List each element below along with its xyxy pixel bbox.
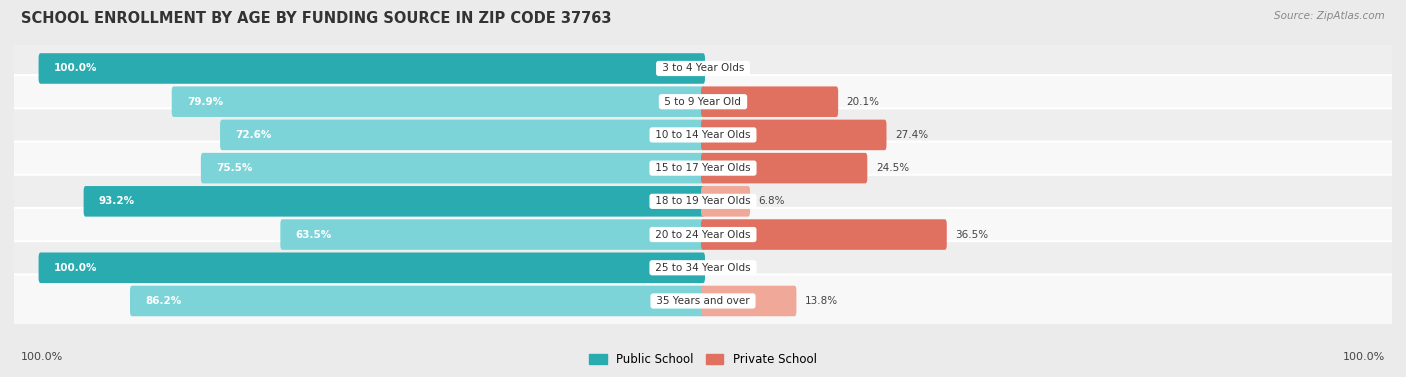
Text: 100.0%: 100.0% — [1343, 352, 1385, 362]
Text: 18 to 19 Year Olds: 18 to 19 Year Olds — [652, 196, 754, 206]
Text: 75.5%: 75.5% — [217, 163, 253, 173]
FancyBboxPatch shape — [10, 208, 1396, 261]
Text: 93.2%: 93.2% — [98, 196, 135, 206]
FancyBboxPatch shape — [702, 286, 796, 316]
FancyBboxPatch shape — [10, 108, 1396, 161]
Text: 100.0%: 100.0% — [53, 63, 97, 74]
Text: 35 Years and over: 35 Years and over — [652, 296, 754, 306]
FancyBboxPatch shape — [201, 153, 704, 183]
FancyBboxPatch shape — [38, 53, 704, 84]
FancyBboxPatch shape — [702, 153, 868, 183]
Legend: Public School, Private School: Public School, Private School — [585, 349, 821, 371]
Text: 10 to 14 Year Olds: 10 to 14 Year Olds — [652, 130, 754, 140]
Text: 79.9%: 79.9% — [187, 97, 224, 107]
Text: 24.5%: 24.5% — [876, 163, 910, 173]
FancyBboxPatch shape — [38, 253, 704, 283]
Text: 3 to 4 Year Olds: 3 to 4 Year Olds — [658, 63, 748, 74]
FancyBboxPatch shape — [10, 141, 1396, 195]
Text: 100.0%: 100.0% — [21, 352, 63, 362]
FancyBboxPatch shape — [702, 86, 838, 117]
Text: 20 to 24 Year Olds: 20 to 24 Year Olds — [652, 230, 754, 239]
Text: 27.4%: 27.4% — [896, 130, 928, 140]
FancyBboxPatch shape — [10, 274, 1396, 328]
FancyBboxPatch shape — [702, 219, 946, 250]
FancyBboxPatch shape — [172, 86, 704, 117]
FancyBboxPatch shape — [129, 286, 704, 316]
FancyBboxPatch shape — [10, 42, 1396, 95]
Text: 100.0%: 100.0% — [53, 263, 97, 273]
Text: Source: ZipAtlas.com: Source: ZipAtlas.com — [1274, 11, 1385, 21]
Text: 0.0%: 0.0% — [714, 263, 740, 273]
Text: SCHOOL ENROLLMENT BY AGE BY FUNDING SOURCE IN ZIP CODE 37763: SCHOOL ENROLLMENT BY AGE BY FUNDING SOUR… — [21, 11, 612, 26]
Text: 20.1%: 20.1% — [846, 97, 880, 107]
FancyBboxPatch shape — [280, 219, 704, 250]
FancyBboxPatch shape — [10, 241, 1396, 294]
FancyBboxPatch shape — [702, 120, 887, 150]
Text: 86.2%: 86.2% — [145, 296, 181, 306]
Text: 25 to 34 Year Olds: 25 to 34 Year Olds — [652, 263, 754, 273]
Text: 36.5%: 36.5% — [956, 230, 988, 239]
Text: 15 to 17 Year Olds: 15 to 17 Year Olds — [652, 163, 754, 173]
Text: 6.8%: 6.8% — [759, 196, 785, 206]
FancyBboxPatch shape — [10, 175, 1396, 228]
Text: 5 to 9 Year Old: 5 to 9 Year Old — [661, 97, 745, 107]
FancyBboxPatch shape — [702, 186, 749, 217]
FancyBboxPatch shape — [221, 120, 704, 150]
Text: 0.0%: 0.0% — [714, 63, 740, 74]
FancyBboxPatch shape — [10, 75, 1396, 128]
Text: 63.5%: 63.5% — [295, 230, 332, 239]
Text: 72.6%: 72.6% — [235, 130, 271, 140]
FancyBboxPatch shape — [83, 186, 704, 217]
Text: 13.8%: 13.8% — [806, 296, 838, 306]
